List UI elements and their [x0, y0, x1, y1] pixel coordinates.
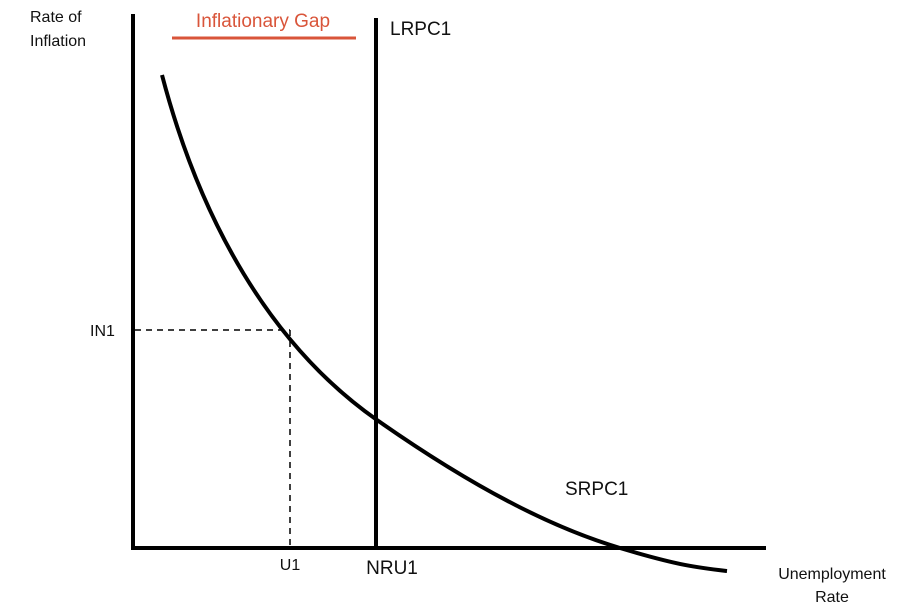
gap-label: Inflationary Gap: [196, 11, 330, 32]
u1-label: U1: [280, 557, 301, 574]
srpc-curve: [160, 74, 728, 573]
lrpc-label: LRPC1: [390, 19, 451, 40]
x-axis-label: Rate: [815, 589, 849, 606]
y-axis-label: Inflation: [30, 33, 86, 50]
nru1-label: NRU1: [366, 558, 418, 579]
x-axis-label: Unemployment: [778, 566, 886, 583]
in1-label: IN1: [90, 323, 115, 340]
srpc-label: SRPC1: [565, 479, 628, 500]
y-axis-label: Rate of: [30, 9, 82, 26]
